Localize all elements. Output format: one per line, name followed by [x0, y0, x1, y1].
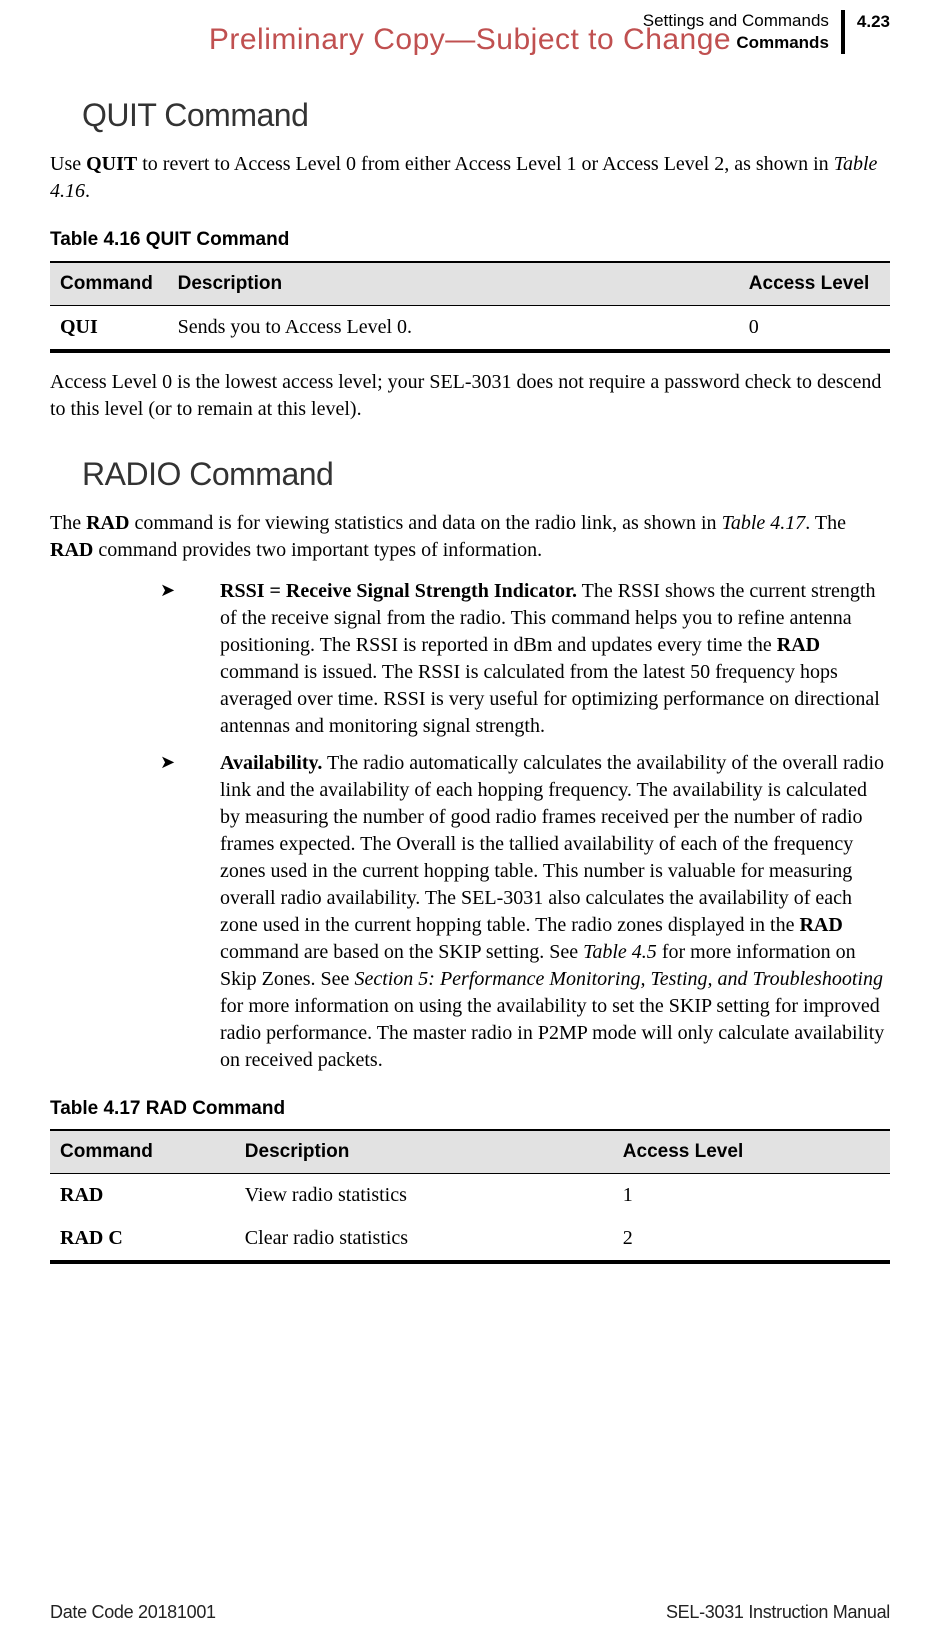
quit-after-table: Access Level 0 is the lowest access leve… [50, 369, 890, 423]
radio-bullets: ➤ RSSI = Receive Signal Strength Indicat… [50, 578, 890, 1074]
heading-radio: RADIO Command [82, 453, 890, 496]
table-row: QUI Sends you to Access Level 0. 0 [50, 305, 890, 351]
cell-command: RAD C [50, 1217, 235, 1262]
cell-access-level: 2 [613, 1217, 890, 1262]
table-row: RAD View radio statistics 1 [50, 1174, 890, 1218]
footer-left: Date Code 20181001 [50, 1600, 216, 1624]
text: command provides two important types of … [93, 539, 542, 561]
cell-description: Clear radio statistics [235, 1217, 613, 1262]
bullet-lead: RSSI = Receive Signal Strength Indicator… [220, 580, 577, 602]
table-caption-417: Table 4.17 RAD Command [50, 1096, 890, 1122]
th-description: Description [235, 1130, 613, 1173]
text-ref: Table 4.5 [583, 941, 657, 963]
bullet-content: Availability. The radio automatically ca… [220, 750, 890, 1074]
footer-right: SEL-3031 Instruction Manual [666, 1600, 890, 1624]
list-item: ➤ RSSI = Receive Signal Strength Indicat… [50, 578, 890, 740]
text: . The [805, 512, 846, 534]
cell-description: View radio statistics [235, 1174, 613, 1218]
cell-description: Sends you to Access Level 0. [168, 305, 739, 351]
quit-intro: Use QUIT to revert to Access Level 0 fro… [50, 151, 890, 205]
cell-access-level: 0 [739, 305, 890, 351]
cell-command: RAD [50, 1174, 235, 1218]
table-header-row: Command Description Access Level [50, 1130, 890, 1173]
bullet-content: RSSI = Receive Signal Strength Indicator… [220, 578, 890, 740]
text: command is issued. The RSSI is calculate… [220, 661, 880, 737]
heading-quit: QUIT Command [82, 94, 890, 137]
text-bold: QUIT [86, 153, 137, 175]
radio-intro: The RAD command is for viewing statistic… [50, 510, 890, 564]
bullet-marker-icon: ➤ [160, 578, 220, 740]
bullet-marker-icon: ➤ [160, 750, 220, 1074]
th-description: Description [168, 262, 739, 305]
text-ref: Section 5: Performance Monitoring, Testi… [354, 968, 883, 990]
page: Preliminary Copy—Subject to Change Setti… [0, 0, 940, 1642]
text: to revert to Access Level 0 from either … [137, 153, 833, 175]
text-bold: RAD [777, 634, 820, 656]
text: The [50, 512, 86, 534]
th-access-level: Access Level [613, 1130, 890, 1173]
text: . [85, 180, 90, 202]
cell-command: QUI [50, 305, 168, 351]
th-command: Command [50, 262, 168, 305]
page-footer: Date Code 20181001 SEL-3031 Instruction … [50, 1600, 890, 1624]
table-417: Command Description Access Level RAD Vie… [50, 1129, 890, 1264]
list-item: ➤ Availability. The radio automatically … [50, 750, 890, 1074]
text: command is for viewing statistics and da… [129, 512, 721, 534]
table-row: RAD C Clear radio statistics 2 [50, 1217, 890, 1262]
text-ref: Table 4.17 [722, 512, 806, 534]
text-bold: RAD [799, 914, 842, 936]
th-command: Command [50, 1130, 235, 1173]
bullet-lead: Availability. [220, 752, 322, 774]
cell-access-level: 1 [613, 1174, 890, 1218]
text: Use [50, 153, 86, 175]
text-bold: RAD [86, 512, 129, 534]
text: for more information on using the availa… [220, 995, 884, 1071]
table-416: Command Description Access Level QUI Sen… [50, 261, 890, 353]
text: command are based on the SKIP setting. S… [220, 941, 583, 963]
text: The radio automatically calculates the a… [220, 752, 884, 936]
text-bold: RAD [50, 539, 93, 561]
table-caption-416: Table 4.16 QUIT Command [50, 227, 890, 253]
table-header-row: Command Description Access Level [50, 262, 890, 305]
watermark: Preliminary Copy—Subject to Change [0, 20, 940, 61]
th-access-level: Access Level [739, 262, 890, 305]
